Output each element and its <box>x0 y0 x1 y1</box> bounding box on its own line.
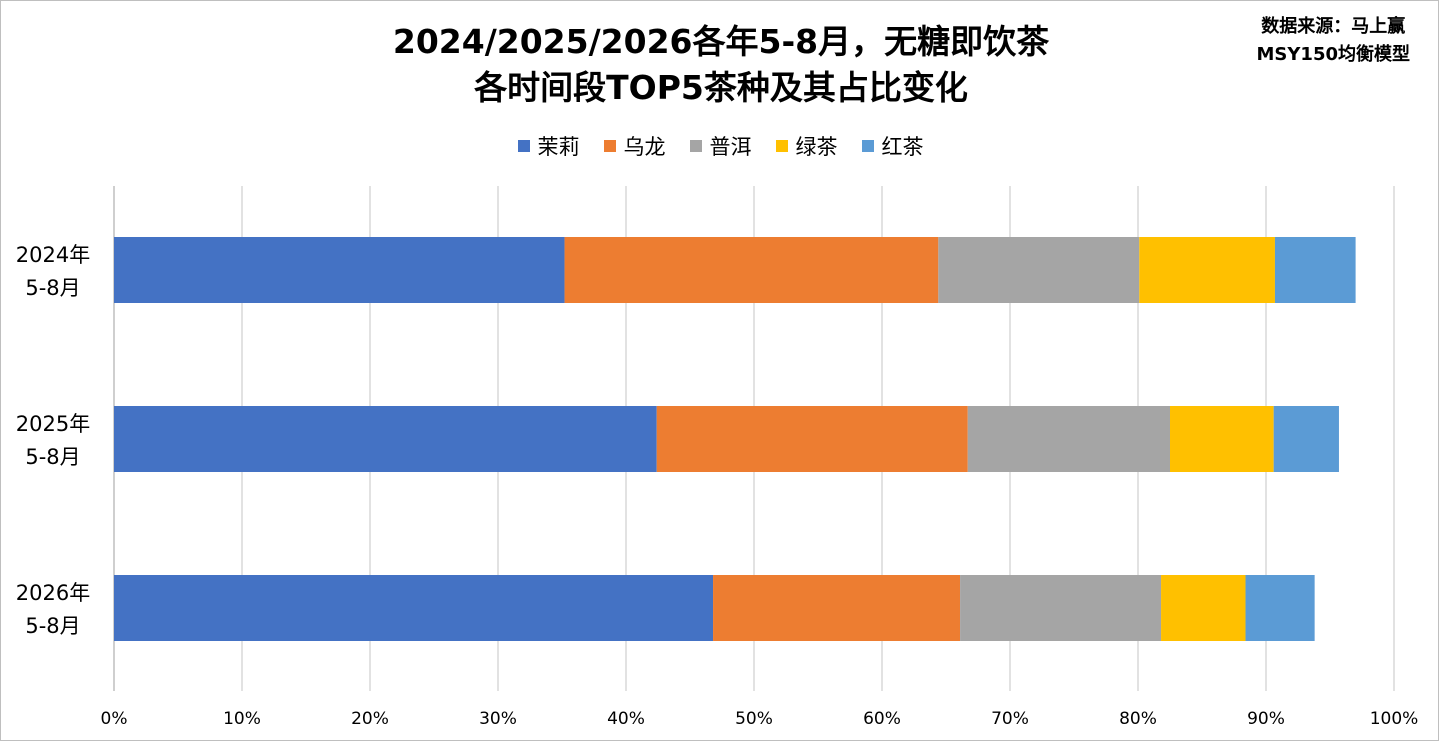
x-tick-label: 30% <box>479 709 517 729</box>
x-tick-label: 80% <box>1119 709 1157 729</box>
y-category-label: 2025年 <box>16 412 90 436</box>
x-tick-label: 70% <box>991 709 1029 729</box>
bar-segment <box>114 575 714 641</box>
legend-item-puer: 普洱 <box>689 131 752 161</box>
bar-segment <box>114 237 565 303</box>
x-tick-label: 50% <box>735 709 773 729</box>
y-category-label: 2026年 <box>16 581 90 605</box>
bar-segment <box>967 406 1170 472</box>
legend-label-black-tea: 红茶 <box>881 135 924 159</box>
legend-label-puer: 普洱 <box>709 135 752 159</box>
bar-segment <box>1170 406 1274 472</box>
legend-swatch-oolong <box>603 140 616 152</box>
legend-item-black-tea: 红茶 <box>861 131 924 161</box>
source-line-1: 数据来源：马上赢 <box>1261 16 1406 37</box>
y-category-label: 5-8月 <box>25 445 80 469</box>
bar-segment <box>960 575 1162 641</box>
x-tick-label: 0% <box>101 709 128 729</box>
y-category-label: 2024年 <box>16 243 90 267</box>
legend-label-jasmine: 茉莉 <box>537 135 580 159</box>
legend-swatch-green-tea <box>775 140 788 152</box>
legend-label-green-tea: 绿茶 <box>795 135 838 159</box>
source-note: 数据来源：马上赢 MSY150均衡模型 <box>1257 13 1410 69</box>
bar-segment <box>713 575 961 641</box>
y-category-label: 5-8月 <box>25 614 80 638</box>
x-tick-label: 90% <box>1247 709 1285 729</box>
chart-title-line-2: 各时间段TOP5茶种及其占比变化 <box>474 68 968 107</box>
y-category-label: 5-8月 <box>25 276 80 300</box>
x-tick-label: 20% <box>351 709 389 729</box>
bar-segment <box>938 237 1140 303</box>
bar-segment <box>1273 406 1339 472</box>
x-tick-label: 40% <box>607 709 645 729</box>
legend-swatch-jasmine <box>517 140 530 152</box>
bar-segment <box>1139 237 1275 303</box>
bar-segment <box>114 406 657 472</box>
bar-segment <box>1245 575 1315 641</box>
source-line-2: MSY150均衡模型 <box>1256 44 1410 65</box>
legend-label-oolong: 乌龙 <box>623 135 666 159</box>
bar-segment <box>564 237 939 303</box>
legend-item-green-tea: 绿茶 <box>775 131 838 161</box>
legend: 茉莉 乌龙 普洱 绿茶 红茶 <box>1 131 1439 161</box>
chart-title: 2024/2025/2026各年5-8月，无糖即饮茶 各时间段TOP5茶种及其占… <box>281 19 1161 111</box>
bar-segment <box>656 406 968 472</box>
chart-title-line-1: 2024/2025/2026各年5-8月，无糖即饮茶 <box>392 22 1050 61</box>
legend-swatch-black-tea <box>861 140 874 152</box>
x-tick-label: 10% <box>223 709 261 729</box>
x-tick-label: 60% <box>863 709 901 729</box>
legend-item-oolong: 乌龙 <box>603 131 666 161</box>
bar-segment <box>1161 575 1246 641</box>
legend-item-jasmine: 茉莉 <box>517 131 580 161</box>
bar-segment <box>1274 237 1356 303</box>
x-tick-label: 100% <box>1370 709 1419 729</box>
legend-swatch-puer <box>689 140 702 152</box>
